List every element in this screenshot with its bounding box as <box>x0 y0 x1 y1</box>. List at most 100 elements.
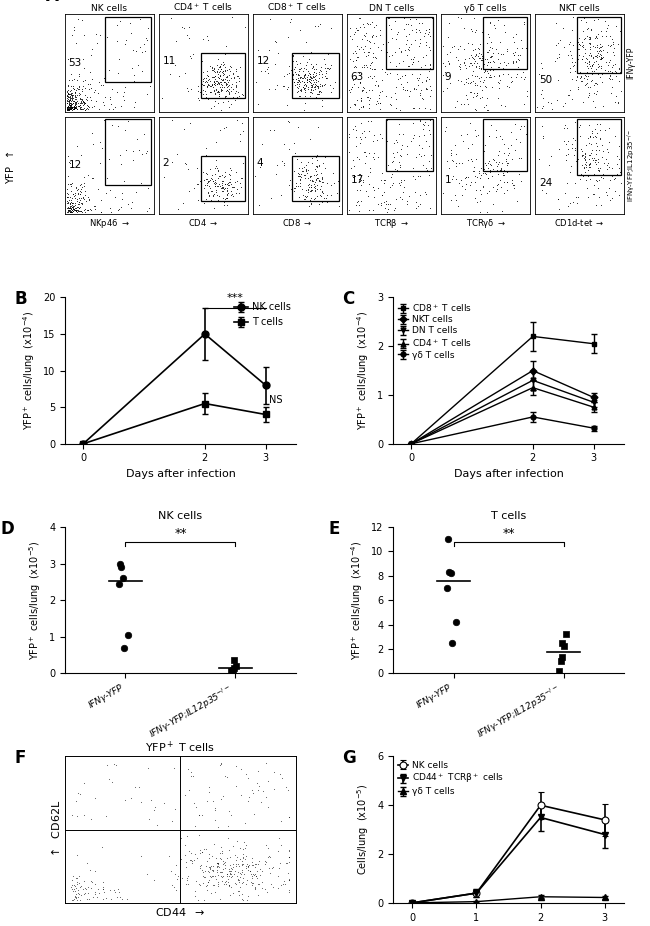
Point <box>503 141 514 156</box>
Point <box>320 56 330 71</box>
Point <box>195 878 205 893</box>
Point <box>309 69 320 83</box>
Point <box>303 182 313 197</box>
Point <box>213 856 223 870</box>
Point <box>71 871 81 886</box>
Point <box>455 62 465 77</box>
Point <box>228 82 239 97</box>
Point <box>100 90 110 105</box>
Point <box>90 863 100 878</box>
Point <box>509 35 519 50</box>
Point <box>305 67 315 81</box>
Point <box>296 167 306 181</box>
Point <box>265 12 275 27</box>
Point <box>194 93 204 107</box>
Point <box>472 86 482 101</box>
Point <box>415 35 425 50</box>
Point <box>590 121 600 136</box>
Point <box>67 100 77 115</box>
Point <box>193 177 203 192</box>
Point <box>300 161 311 176</box>
Point <box>554 202 564 217</box>
Point <box>382 133 393 148</box>
Point <box>209 64 219 79</box>
Point <box>344 127 355 142</box>
Point <box>190 819 200 833</box>
Point <box>176 851 187 866</box>
Point <box>551 16 562 31</box>
Point <box>64 102 75 117</box>
Point <box>69 71 79 86</box>
Point <box>218 197 229 212</box>
Point <box>213 164 223 179</box>
Point <box>125 15 135 30</box>
Point <box>279 156 289 170</box>
Point <box>74 183 85 198</box>
Point <box>233 872 244 887</box>
Point <box>538 98 548 113</box>
Point <box>591 30 601 44</box>
Point <box>289 181 300 195</box>
Point <box>363 96 374 111</box>
Point <box>66 882 77 896</box>
Point <box>68 100 79 115</box>
Point <box>354 166 365 181</box>
Point <box>216 82 226 97</box>
Point <box>218 194 229 209</box>
Point <box>485 14 495 29</box>
Bar <box>577 17 621 72</box>
Point <box>193 91 203 106</box>
Point <box>367 134 378 149</box>
Point <box>65 98 75 113</box>
Point <box>125 26 136 41</box>
Point <box>195 174 205 189</box>
Point <box>351 130 361 144</box>
Point <box>553 35 564 50</box>
Point <box>294 169 304 183</box>
Point <box>195 84 205 99</box>
Point <box>458 41 469 56</box>
Point <box>441 119 451 134</box>
Point <box>545 149 556 164</box>
Point <box>584 36 595 51</box>
Point <box>214 122 225 137</box>
Point <box>70 92 81 106</box>
Point <box>66 194 76 209</box>
Point <box>578 70 589 85</box>
Point <box>415 88 425 103</box>
Point <box>307 67 318 81</box>
Point <box>66 200 77 215</box>
Point <box>580 172 591 187</box>
Point <box>211 863 222 878</box>
Point <box>65 87 75 102</box>
Point <box>186 845 196 860</box>
Point <box>590 155 601 169</box>
Point <box>482 170 493 185</box>
Point <box>576 73 586 88</box>
Point <box>220 77 231 92</box>
Point <box>515 173 526 188</box>
Point <box>589 78 599 93</box>
Point <box>292 72 303 87</box>
Point <box>177 870 187 885</box>
Point <box>159 169 169 184</box>
Point <box>297 160 307 175</box>
Point <box>500 57 511 72</box>
Point <box>448 154 458 169</box>
Point <box>75 193 85 207</box>
Point <box>75 204 86 219</box>
Point <box>604 134 614 149</box>
Point <box>84 81 94 96</box>
Point <box>229 653 240 668</box>
Point <box>408 101 419 116</box>
Point <box>474 170 485 185</box>
Point <box>344 29 355 44</box>
Point <box>75 102 85 117</box>
Point <box>413 16 424 31</box>
Point <box>203 185 214 200</box>
Point <box>561 627 571 642</box>
Point <box>205 862 216 877</box>
Point <box>80 102 90 117</box>
Point <box>235 176 245 191</box>
Point <box>522 141 532 156</box>
